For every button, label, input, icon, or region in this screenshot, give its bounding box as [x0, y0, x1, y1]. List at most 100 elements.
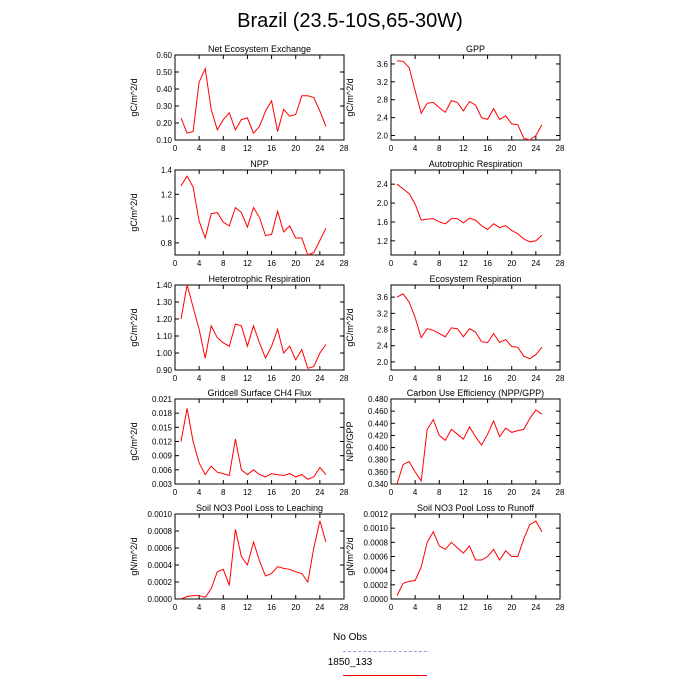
y-tick-label: 0.380 [368, 456, 389, 465]
series-line [396, 60, 543, 141]
x-tick-label: 20 [507, 374, 516, 383]
y-tick-label: 2.0 [377, 358, 389, 367]
y-tick-label: 0.0002 [364, 581, 389, 590]
y-tick-label: 0.003 [152, 480, 173, 489]
x-tick-label: 12 [459, 603, 468, 612]
x-tick-label: 28 [556, 603, 565, 612]
y-axis-label: gC/m^2/d [129, 78, 139, 116]
y-tick-label: 2.4 [377, 180, 389, 189]
x-tick-label: 16 [267, 374, 276, 383]
x-tick-label: 0 [173, 144, 178, 153]
x-tick-label: 16 [483, 259, 492, 268]
x-tick-label: 4 [197, 259, 202, 268]
y-tick-label: 0.0000 [148, 595, 173, 604]
x-tick-label: 28 [556, 144, 565, 153]
x-tick-label: 20 [291, 488, 300, 497]
plot-frame [390, 169, 561, 256]
x-tick-label: 8 [221, 144, 226, 153]
x-tick-label: 4 [413, 374, 418, 383]
y-tick-label: 0.0006 [364, 553, 389, 562]
legend-label-1850-133: 1850_133 [327, 657, 373, 668]
x-tick-label: 28 [340, 488, 349, 497]
y-tick-label: 0.0010 [148, 510, 173, 519]
y-tick-label: 1.2 [161, 190, 173, 199]
x-tick-label: 20 [507, 488, 516, 497]
x-tick-label: 4 [413, 144, 418, 153]
x-tick-label: 4 [197, 144, 202, 153]
y-tick-label: 1.40 [156, 281, 172, 290]
y-axis-label: gC/m^2/d [129, 193, 139, 231]
x-tick-label: 12 [459, 144, 468, 153]
y-tick-label: 0.0006 [148, 544, 173, 553]
x-tick-label: 16 [483, 603, 492, 612]
plot-frame [174, 284, 345, 371]
x-tick-label: 12 [459, 488, 468, 497]
x-tick-label: 20 [291, 259, 300, 268]
y-axis-label: gC/m^2/d [345, 308, 355, 346]
page-title: Brazil (23.5-10S,65-30W) [237, 10, 463, 32]
x-tick-label: 20 [291, 374, 300, 383]
y-tick-label: 0.400 [368, 444, 389, 453]
y-tick-label: 0.420 [368, 431, 389, 440]
chart-title: NPP [250, 159, 269, 169]
plot-frame [390, 284, 561, 371]
series-line [180, 175, 327, 256]
y-tick-label: 0.440 [368, 419, 389, 428]
x-tick-label: 4 [197, 488, 202, 497]
series-line [180, 520, 327, 600]
x-tick-label: 24 [531, 259, 540, 268]
y-tick-label: 0.60 [156, 51, 172, 60]
x-tick-label: 8 [437, 488, 442, 497]
chart-title: Net Ecosystem Exchange [208, 44, 311, 54]
x-tick-label: 28 [340, 374, 349, 383]
plot-frame [174, 513, 345, 600]
y-tick-label: 0.340 [368, 480, 389, 489]
chart-panel: Carbon Use Efficiency (NPP/GPP) NPP/GPP 0 4… [345, 388, 565, 497]
x-tick-label: 12 [243, 488, 252, 497]
plot-frame [174, 398, 345, 485]
y-tick-label: 0.0010 [364, 524, 389, 533]
y-axis-label: NPP/GPP [345, 421, 355, 461]
y-tick-label: 1.0 [161, 215, 173, 224]
y-tick-label: 0.0008 [364, 538, 389, 547]
chart-title: Soil NO3 Pool Loss to Runoff [417, 503, 534, 513]
x-tick-label: 24 [315, 374, 324, 383]
plot-frame [174, 169, 345, 256]
series-line [396, 409, 543, 485]
y-tick-label: 0.40 [156, 85, 172, 94]
x-tick-label: 0 [389, 374, 394, 383]
x-tick-label: 0 [389, 488, 394, 497]
y-tick-label: 2.0 [377, 132, 389, 141]
legend-line-1850-133 [343, 675, 427, 676]
chart-title: Heterotrophic Respiration [208, 274, 310, 284]
x-tick-label: 16 [483, 374, 492, 383]
chart-panel: Soil NO3 Pool Loss to Leaching gN/m^2/d 0 4… [129, 503, 349, 612]
y-tick-label: 3.6 [377, 293, 389, 302]
x-tick-label: 0 [173, 374, 178, 383]
x-tick-label: 12 [243, 603, 252, 612]
y-tick-label: 0.0004 [364, 567, 389, 576]
y-tick-label: 2.0 [377, 199, 389, 208]
chart-panel: GPP gC/m^2/d 0 4 8 12 16 20 24 28 2.0 2.4 2.8 3.2 3.6 [345, 44, 565, 153]
chart-title: Ecosystem Respiration [429, 274, 521, 284]
y-tick-label: 0.460 [368, 407, 389, 416]
y-tick-label: 0.021 [152, 395, 173, 404]
plot-frame [390, 398, 561, 485]
y-tick-label: 0.018 [152, 409, 173, 418]
chart-panel: Soil NO3 Pool Loss to Runoff gN/m^2/d 0 4 8 1… [345, 503, 565, 612]
x-tick-label: 8 [437, 144, 442, 153]
x-tick-label: 4 [197, 374, 202, 383]
y-tick-label: 0.0012 [364, 510, 389, 519]
y-tick-label: 0.480 [368, 395, 389, 404]
x-tick-label: 24 [315, 144, 324, 153]
y-tick-label: 2.8 [377, 96, 389, 105]
x-tick-label: 12 [243, 374, 252, 383]
x-tick-label: 8 [221, 488, 226, 497]
y-tick-label: 2.4 [377, 342, 389, 351]
x-tick-label: 0 [173, 259, 178, 268]
plot-frame [174, 54, 345, 141]
x-tick-label: 8 [437, 374, 442, 383]
x-tick-label: 16 [267, 603, 276, 612]
legend-line-no-obs [343, 651, 427, 652]
